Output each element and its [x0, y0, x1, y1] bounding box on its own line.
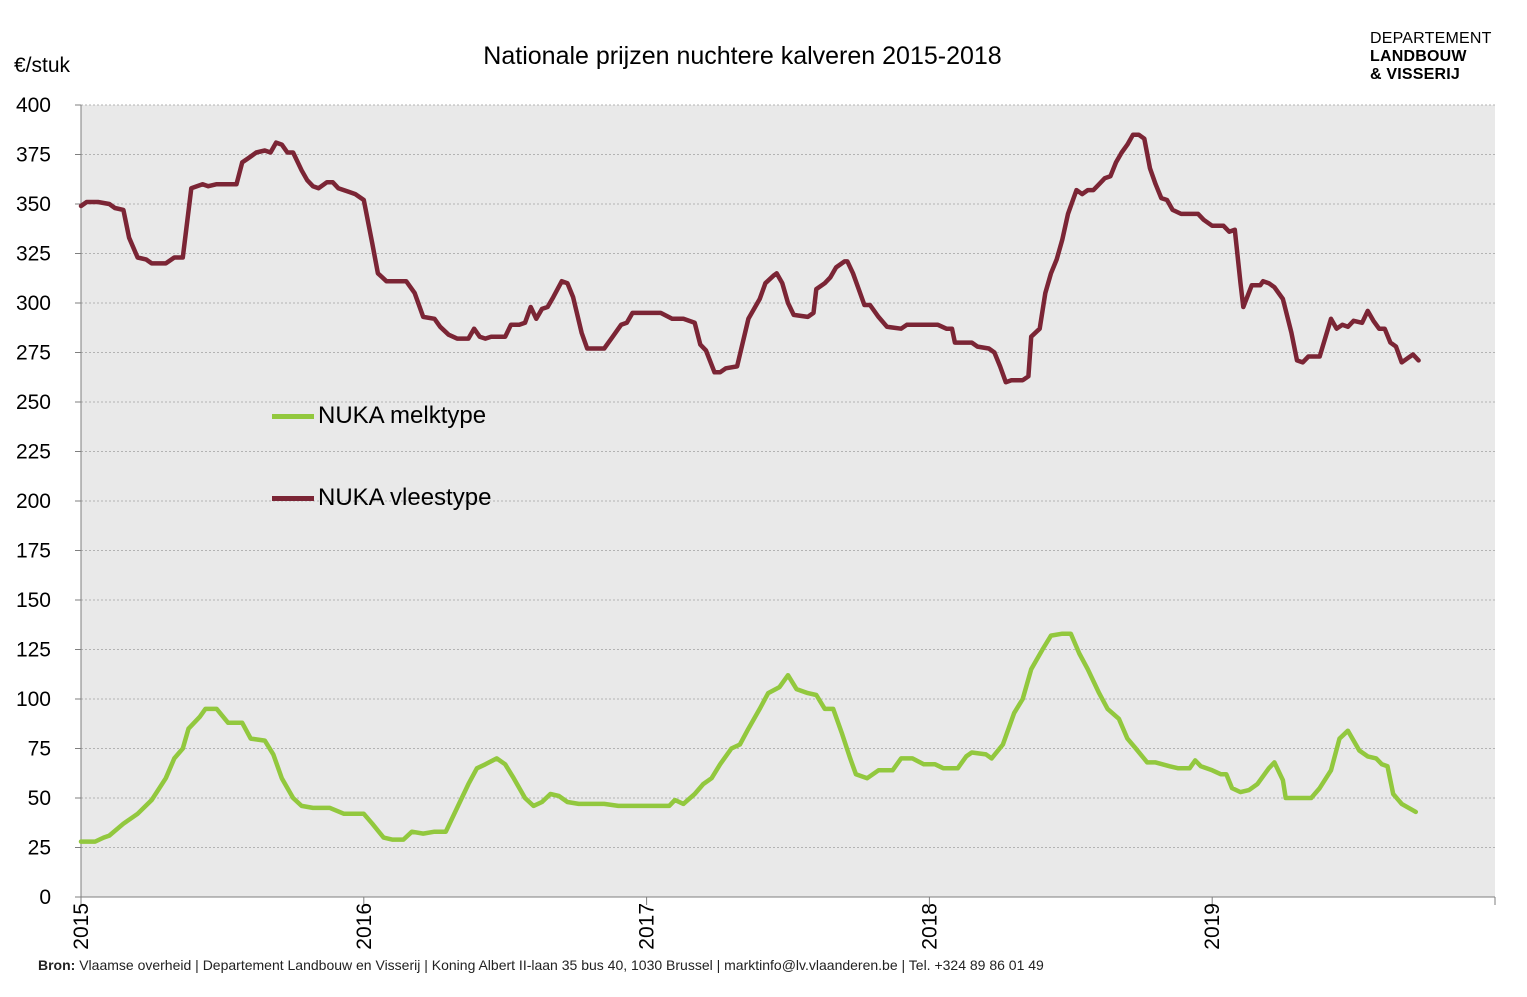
logo-line-2: LANDBOUW	[1370, 48, 1467, 65]
x-tick-label: 2018	[918, 903, 941, 950]
legend-item-vleestype: NUKA vleestype	[272, 484, 491, 512]
x-tick-label: 2019	[1201, 903, 1224, 950]
y-tick-label: 400	[16, 94, 51, 117]
x-tick-label: 2015	[70, 903, 93, 950]
legend-label-vleestype: NUKA vleestype	[318, 484, 492, 511]
legend-swatch-melktype	[272, 413, 314, 419]
y-tick-label: 25	[28, 837, 51, 860]
y-tick-label: 125	[16, 639, 51, 662]
y-tick-label: 300	[16, 292, 51, 315]
legend-swatch-vleestype	[272, 495, 314, 501]
legend-label-melktype: NUKA melktype	[318, 402, 487, 429]
y-tick-label: 75	[28, 738, 51, 761]
chart-title: Nationale prijzen nuchtere kalveren 2015…	[483, 42, 1002, 70]
logo-line-1: DEPARTEMENT	[1370, 30, 1492, 47]
x-tick-label: 2016	[353, 903, 376, 950]
series-lines	[78, 132, 1421, 844]
department-logo: DEPARTEMENT LANDBOUW & VISSERIJ	[1370, 30, 1492, 84]
y-tick-label: 250	[16, 391, 51, 414]
y-tick-label: 225	[16, 441, 51, 464]
series-line-melktype	[78, 631, 1419, 844]
source-note: Bron: Vlaamse overheid | Departement Lan…	[38, 957, 1044, 973]
y-axis-ticks: 0 25 50 75 100 125 150 175 200 225 250 275 300 325 350…	[16, 94, 81, 909]
y-tick-label: 100	[16, 688, 51, 711]
x-tick-label: 2017	[636, 903, 659, 950]
series-line-vleestype	[78, 132, 1421, 385]
plot-area	[81, 105, 1495, 897]
y-tick-label: 350	[16, 193, 51, 216]
y-tick-label: 375	[16, 144, 51, 167]
y-tick-label: 150	[16, 589, 51, 612]
source-label: Bron:	[38, 957, 76, 973]
y-axis-label: €/stuk	[14, 54, 71, 77]
y-tick-label: 0	[39, 886, 51, 909]
y-tick-label: 175	[16, 540, 51, 563]
legend-item-melktype: NUKA melktype	[272, 402, 486, 430]
source-text: Vlaamse overheid | Departement Landbouw …	[75, 957, 1044, 973]
y-tick-label: 325	[16, 243, 51, 266]
x-axis-ticks: 2015 2016 2017 2018 2019	[70, 897, 1496, 950]
logo-line-3: & VISSERIJ	[1370, 66, 1461, 83]
y-tick-label: 200	[16, 490, 51, 513]
y-tick-label: 275	[16, 342, 51, 365]
y-tick-label: 50	[28, 787, 51, 810]
